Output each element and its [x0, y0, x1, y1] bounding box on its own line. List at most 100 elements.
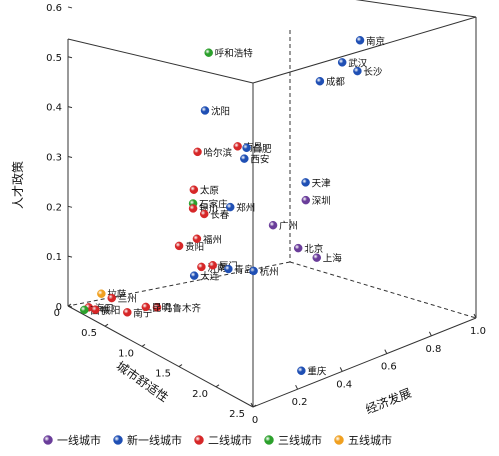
x-tick-mark — [339, 367, 343, 372]
y-axis-title: 城市舒适性 — [114, 358, 172, 405]
data-point — [200, 106, 210, 115]
point-label: 南京 — [366, 35, 385, 47]
x-tick-label: 0.8 — [425, 344, 441, 355]
z-tick-mark — [67, 205, 73, 208]
point-label: 杭州 — [260, 266, 279, 278]
legend-marker — [113, 435, 123, 445]
z-tick-mark — [67, 6, 73, 9]
data-point — [315, 76, 325, 86]
point-label: 呼和浩特 — [215, 48, 254, 60]
x-tick-label: 0 — [252, 415, 258, 426]
data-point — [189, 185, 199, 194]
z-axis-ticks: 0 0.1 0.2 0.3 0.4 0.5 0.6 — [46, 3, 73, 313]
y-tick-mark — [215, 384, 220, 388]
data-point — [107, 293, 116, 303]
point-label: 西安 — [250, 154, 269, 166]
point-label: 北京 — [304, 243, 323, 255]
y-tick-mark — [67, 303, 72, 307]
y-tick-label: 0 — [54, 308, 60, 319]
x-tick-mark — [250, 402, 254, 408]
data-point — [193, 147, 202, 157]
axes-frame — [67, 0, 477, 408]
data-point — [204, 48, 213, 57]
legend-label: 一线城市 — [57, 433, 101, 447]
data-point — [240, 154, 249, 163]
point-label: 贵阳 — [185, 241, 204, 253]
point-label: 沈阳 — [211, 105, 230, 117]
legend-marker — [43, 435, 53, 445]
z-tick-label: 0.6 — [46, 3, 62, 14]
data-point — [97, 289, 106, 298]
y-tick-label: 0.5 — [81, 328, 97, 339]
data-point — [174, 241, 184, 251]
point-label: 昆明 — [152, 303, 171, 314]
point-label: 上海 — [323, 253, 343, 265]
z-tick-mark — [67, 56, 73, 59]
y-tick-mark — [104, 323, 109, 327]
data-point — [301, 178, 310, 187]
legend-marker — [334, 435, 344, 445]
z-tick-label: 0.1 — [46, 252, 62, 263]
legend-marker — [194, 435, 204, 445]
data-point — [192, 234, 202, 244]
point-label: 深圳 — [312, 196, 331, 207]
data-point — [141, 302, 151, 312]
point-label: 乌鲁木齐 — [163, 302, 202, 314]
data-point — [199, 209, 209, 219]
y-axis-ticks: 0 0.5 1.0 1.5 2.0 2.5 — [54, 303, 257, 420]
z-tick-label: 0.4 — [46, 103, 62, 114]
z-tick-label: 0.2 — [46, 202, 62, 213]
y-tick-label: 1.5 — [155, 369, 171, 380]
y-tick-label: 2.5 — [229, 409, 245, 420]
x-tick-label: 0.6 — [381, 362, 397, 373]
data-point — [224, 264, 233, 274]
point-label: 福州 — [203, 234, 222, 246]
frame-edge — [67, 305, 254, 408]
point-label: 长春 — [210, 209, 230, 221]
point-label: 广州 — [279, 220, 298, 232]
x-tick-label: 1.0 — [470, 326, 486, 337]
point-label: 重庆 — [307, 366, 327, 378]
data-point — [225, 202, 235, 212]
point-label: 大连 — [200, 271, 220, 283]
data-point — [355, 36, 365, 45]
data-point — [293, 243, 303, 253]
legend-label: 五线城市 — [348, 433, 392, 447]
data-point — [91, 305, 100, 314]
x-tick-mark — [384, 349, 388, 354]
data-point — [337, 58, 347, 67]
y-tick-mark — [252, 404, 257, 408]
point-label: 天津 — [312, 178, 332, 189]
frame-edge-hidden — [289, 261, 477, 319]
y-tick-mark — [141, 343, 146, 347]
point-label: 成都 — [326, 76, 346, 88]
x-tick-mark — [295, 384, 299, 390]
x-axis-ticks: 0 0.2 0.4 0.6 0.8 1.0 — [250, 313, 486, 426]
z-tick-mark — [67, 255, 73, 258]
z-tick-label: 0.5 — [46, 53, 62, 64]
point-label: 石家庄 — [199, 198, 228, 210]
x-axis-title: 经济发展 — [363, 385, 413, 417]
legend-label: 二线城市 — [208, 433, 252, 447]
data-point — [297, 366, 306, 375]
data-point — [249, 266, 258, 276]
data-point — [189, 271, 199, 280]
data-point — [301, 195, 311, 205]
point-label: 长沙 — [363, 66, 383, 78]
z-tick-mark — [67, 106, 73, 109]
data-points: 南京武汉成都呼和浩特沈阳南昌合肥西安哈尔滨长沙太原石家庄银川长春郑州贵阳福州天津… — [80, 35, 385, 378]
data-point — [242, 143, 251, 153]
frame-edge — [67, 38, 254, 84]
data-point — [312, 253, 321, 262]
point-label: 合肥 — [253, 143, 273, 155]
y-tick-mark — [178, 364, 183, 368]
point-label: 哈尔滨 — [204, 147, 233, 159]
x-tick-mark — [428, 331, 432, 337]
data-point — [197, 262, 206, 272]
point-label: 太原 — [200, 185, 219, 197]
z-tick-mark — [67, 155, 73, 158]
point-label: 郑州 — [236, 202, 255, 214]
data-point — [208, 261, 217, 270]
z-tick-mark — [67, 305, 73, 308]
